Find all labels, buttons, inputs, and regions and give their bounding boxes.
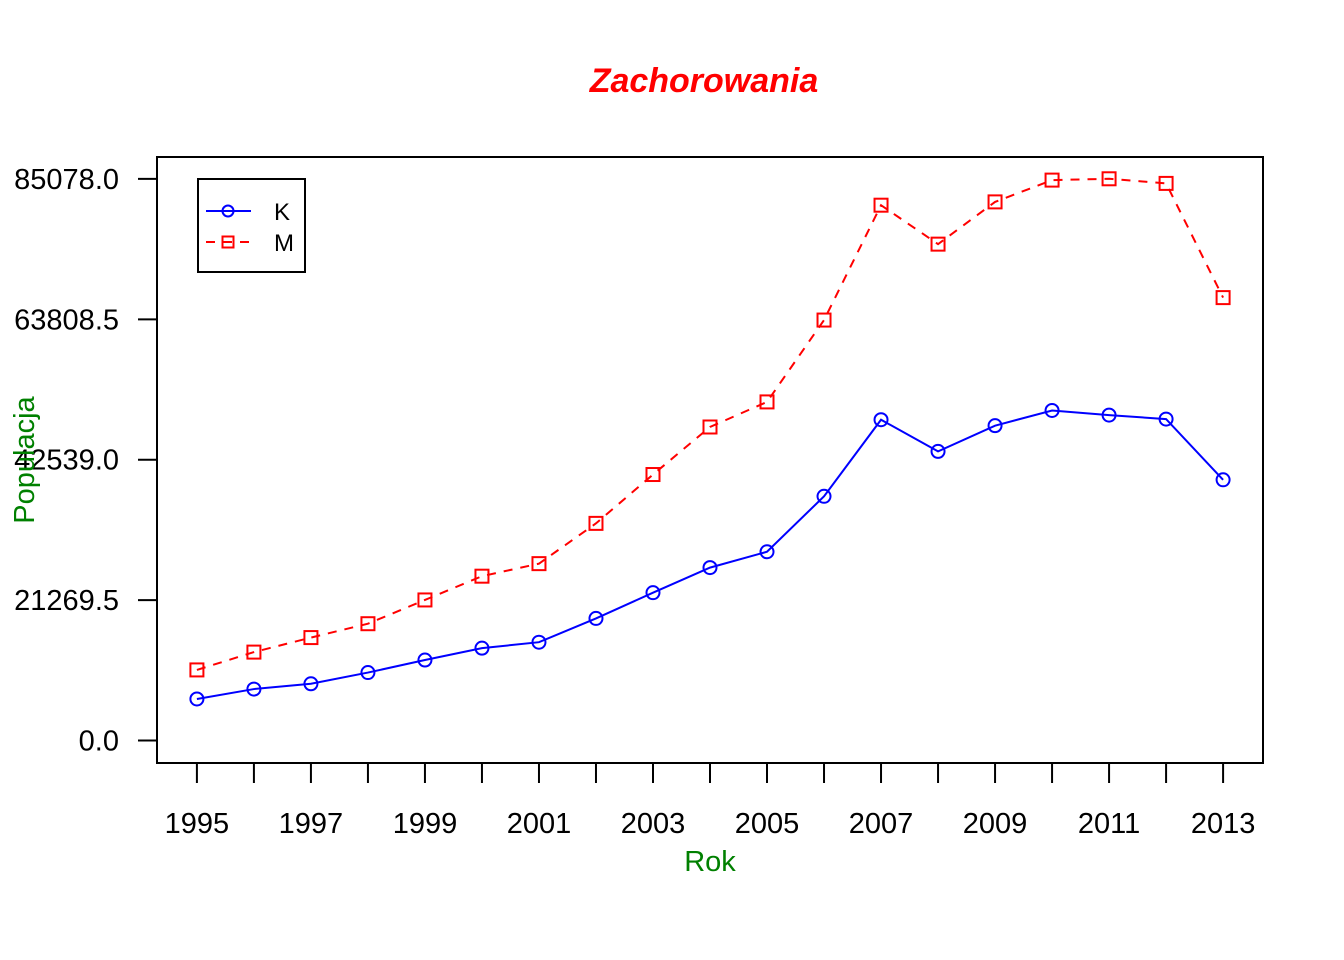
data-point (1101, 171, 1117, 187)
x-tick-label: 2003 (621, 808, 686, 840)
x-tick-label: 2011 (1078, 808, 1140, 840)
data-point (1158, 411, 1174, 427)
series-m (189, 171, 1231, 678)
data-point (1158, 175, 1174, 191)
data-point (1215, 290, 1231, 306)
x-tick-label: 2013 (1191, 808, 1256, 840)
data-point (987, 418, 1003, 434)
x-tick-label: 1995 (165, 808, 230, 840)
data-point (1101, 407, 1117, 423)
data-point (189, 691, 205, 707)
series-k (189, 402, 1231, 707)
legend-marker (221, 204, 235, 218)
data-point (930, 443, 946, 459)
data-point (474, 568, 490, 584)
series-line-m (196, 177, 1224, 671)
data-point (531, 556, 547, 572)
data-point (816, 312, 832, 328)
x-tick-label: 2009 (963, 808, 1028, 840)
legend-label: K (274, 199, 290, 226)
data-point (645, 467, 661, 483)
data-point (816, 488, 832, 504)
data-point (1044, 172, 1060, 188)
data-point (303, 676, 319, 692)
data-point (702, 419, 718, 435)
data-point (645, 585, 661, 601)
data-point (930, 236, 946, 252)
data-point (987, 194, 1003, 210)
data-point (588, 515, 604, 531)
y-tick-label: 21269.5 (14, 585, 119, 617)
data-point (588, 610, 604, 626)
data-point (246, 681, 262, 697)
chart-title: Zachorowania (589, 62, 819, 100)
data-point (417, 592, 433, 608)
y-tick-label: 85078.0 (14, 164, 119, 196)
x-tick-label: 2007 (849, 808, 914, 840)
plot-frame (156, 156, 1264, 764)
legend-marker (221, 235, 235, 249)
y-axis-label: Populacja (9, 395, 41, 523)
data-point (873, 197, 889, 213)
data-point (1044, 402, 1060, 418)
x-tick-label: 1999 (393, 808, 458, 840)
data-point (873, 412, 889, 428)
x-tick-label: 2005 (735, 808, 800, 840)
data-point (702, 560, 718, 576)
series-layer (189, 171, 1231, 707)
series-line-k (196, 409, 1224, 700)
y-axis: 0.0 21269.5 42539.0 63808.5 85078.0 (14, 164, 158, 758)
y-tick-label: 63808.5 (14, 304, 119, 336)
data-point (189, 662, 205, 678)
legend-label: M (274, 230, 294, 257)
data-point (360, 665, 376, 681)
x-axis-label: Rok (684, 846, 736, 878)
x-axis: 1995 1997 1999 2001 2003 2005 2007 2009 2011 2013 (165, 762, 1256, 840)
legend: KM (197, 178, 306, 273)
y-tick-label: 42539.0 (14, 445, 119, 477)
data-point (1215, 472, 1231, 488)
data-point (759, 394, 775, 410)
data-point (303, 630, 319, 646)
data-point (417, 652, 433, 668)
x-tick-label: 2001 (507, 808, 572, 840)
data-point (360, 616, 376, 632)
data-point (474, 640, 490, 656)
y-tick-label: 0.0 (79, 726, 119, 758)
data-point (531, 634, 547, 650)
data-point (759, 544, 775, 560)
x-tick-label: 1997 (279, 808, 344, 840)
data-point (246, 644, 262, 660)
legend-box (197, 178, 306, 273)
